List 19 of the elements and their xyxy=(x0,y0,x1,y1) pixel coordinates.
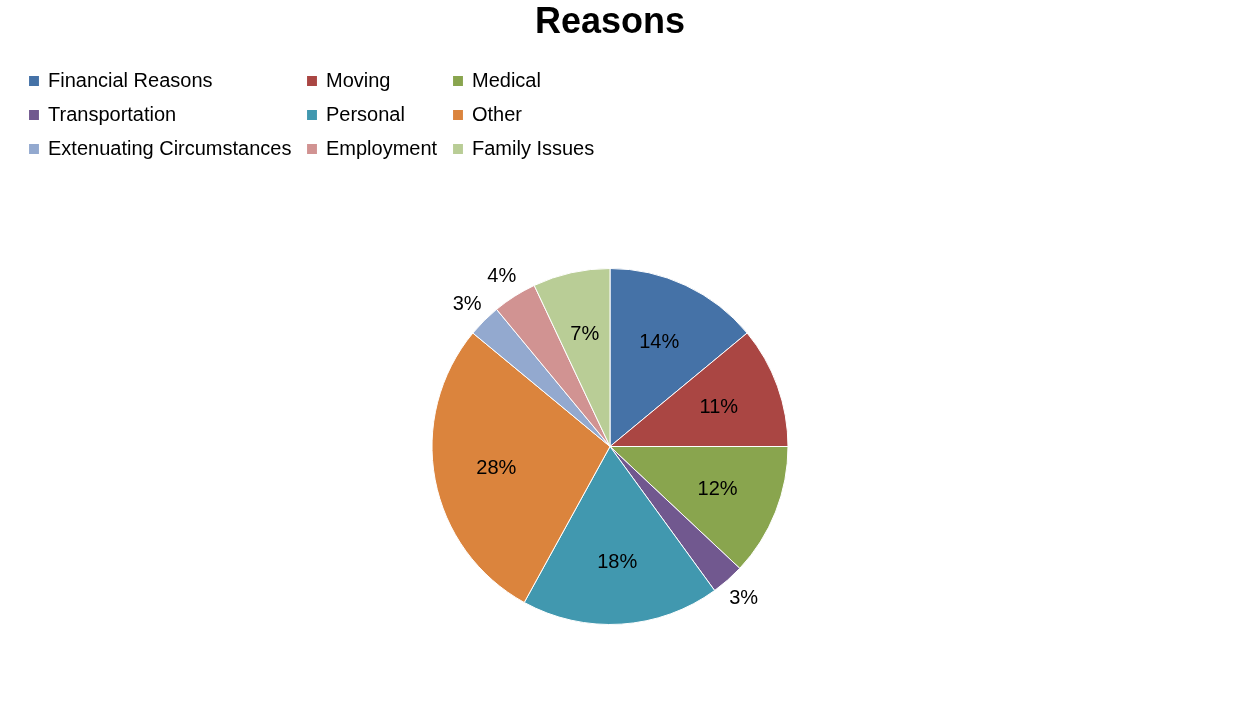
data-label: 3% xyxy=(452,291,482,314)
legend-label: Other xyxy=(472,103,523,125)
legend-label: Employment xyxy=(326,137,438,159)
legend-label: Medical xyxy=(472,69,541,91)
chart-title: Reasons xyxy=(534,0,686,41)
data-label: 28% xyxy=(476,456,517,479)
data-label: 18% xyxy=(597,549,638,572)
legend-label: Extenuating Circumstances xyxy=(48,137,292,159)
legend-label: Moving xyxy=(326,69,391,91)
data-label: 3% xyxy=(729,586,759,609)
legend-label: Personal xyxy=(326,103,405,125)
legend-label: Financial Reasons xyxy=(48,69,213,91)
data-label: 12% xyxy=(697,477,738,500)
data-label: 4% xyxy=(487,263,517,286)
legend-label: Family Issues xyxy=(472,137,595,159)
data-label: 11% xyxy=(699,395,739,418)
data-label: 7% xyxy=(570,321,600,344)
legend-label: Transportation xyxy=(48,103,177,125)
data-label: 14% xyxy=(639,329,680,352)
